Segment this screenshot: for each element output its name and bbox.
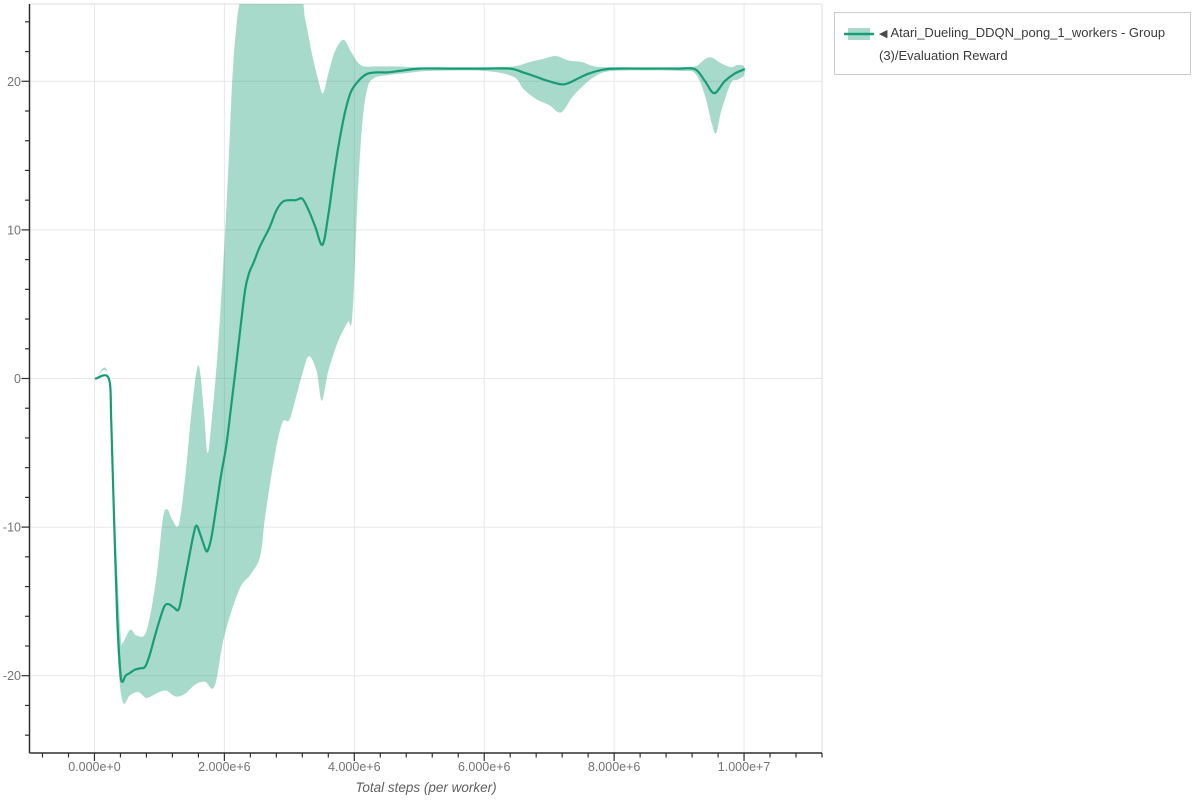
mean-line: [94, 67, 746, 683]
x-tick-label: 6.000e+6: [458, 760, 511, 774]
y-tick-label: 0: [14, 372, 21, 386]
legend-box[interactable]: ◀ Atari_Dueling_DDQN_pong_1_workers - Gro…: [834, 12, 1191, 75]
y-tick-label: -10: [3, 521, 21, 535]
confidence-band: [95, 4, 745, 704]
y-tick-label: -20: [3, 669, 21, 683]
x-tick-label: 0.000e+0: [68, 760, 121, 774]
x-tick-labels: 0.000e+0 2.000e+6 4.000e+6 6.000e+6 8.000e+6…: [68, 760, 770, 774]
plot-area[interactable]: [30, 4, 823, 753]
y-tick-label: 20: [7, 75, 21, 89]
legend-item-label: ◀ Atari_Dueling_DDQN_pong_1_workers - Gro…: [879, 22, 1180, 66]
y-tick-label: 10: [7, 223, 21, 237]
x-tick-label: 1.000e+7: [718, 760, 771, 774]
series-name: Atari_Dueling_DDQN_pong_1_workers - Grou…: [879, 25, 1166, 63]
axis-ticks: [21, 21, 823, 761]
y-tick-labels: -20 -10 0 10 20: [3, 75, 21, 683]
x-tick-label: 8.000e+6: [588, 760, 641, 774]
x-axis-title: Total steps (per worker): [355, 780, 497, 795]
series-swatch-icon: [844, 25, 874, 48]
x-tick-label: 4.000e+6: [328, 760, 381, 774]
x-tick-label: 2.000e+6: [198, 760, 251, 774]
plot-frame: [29, 3, 823, 753]
gridlines: [29, 4, 822, 753]
legend-collapse-icon[interactable]: ◀: [879, 28, 888, 40]
